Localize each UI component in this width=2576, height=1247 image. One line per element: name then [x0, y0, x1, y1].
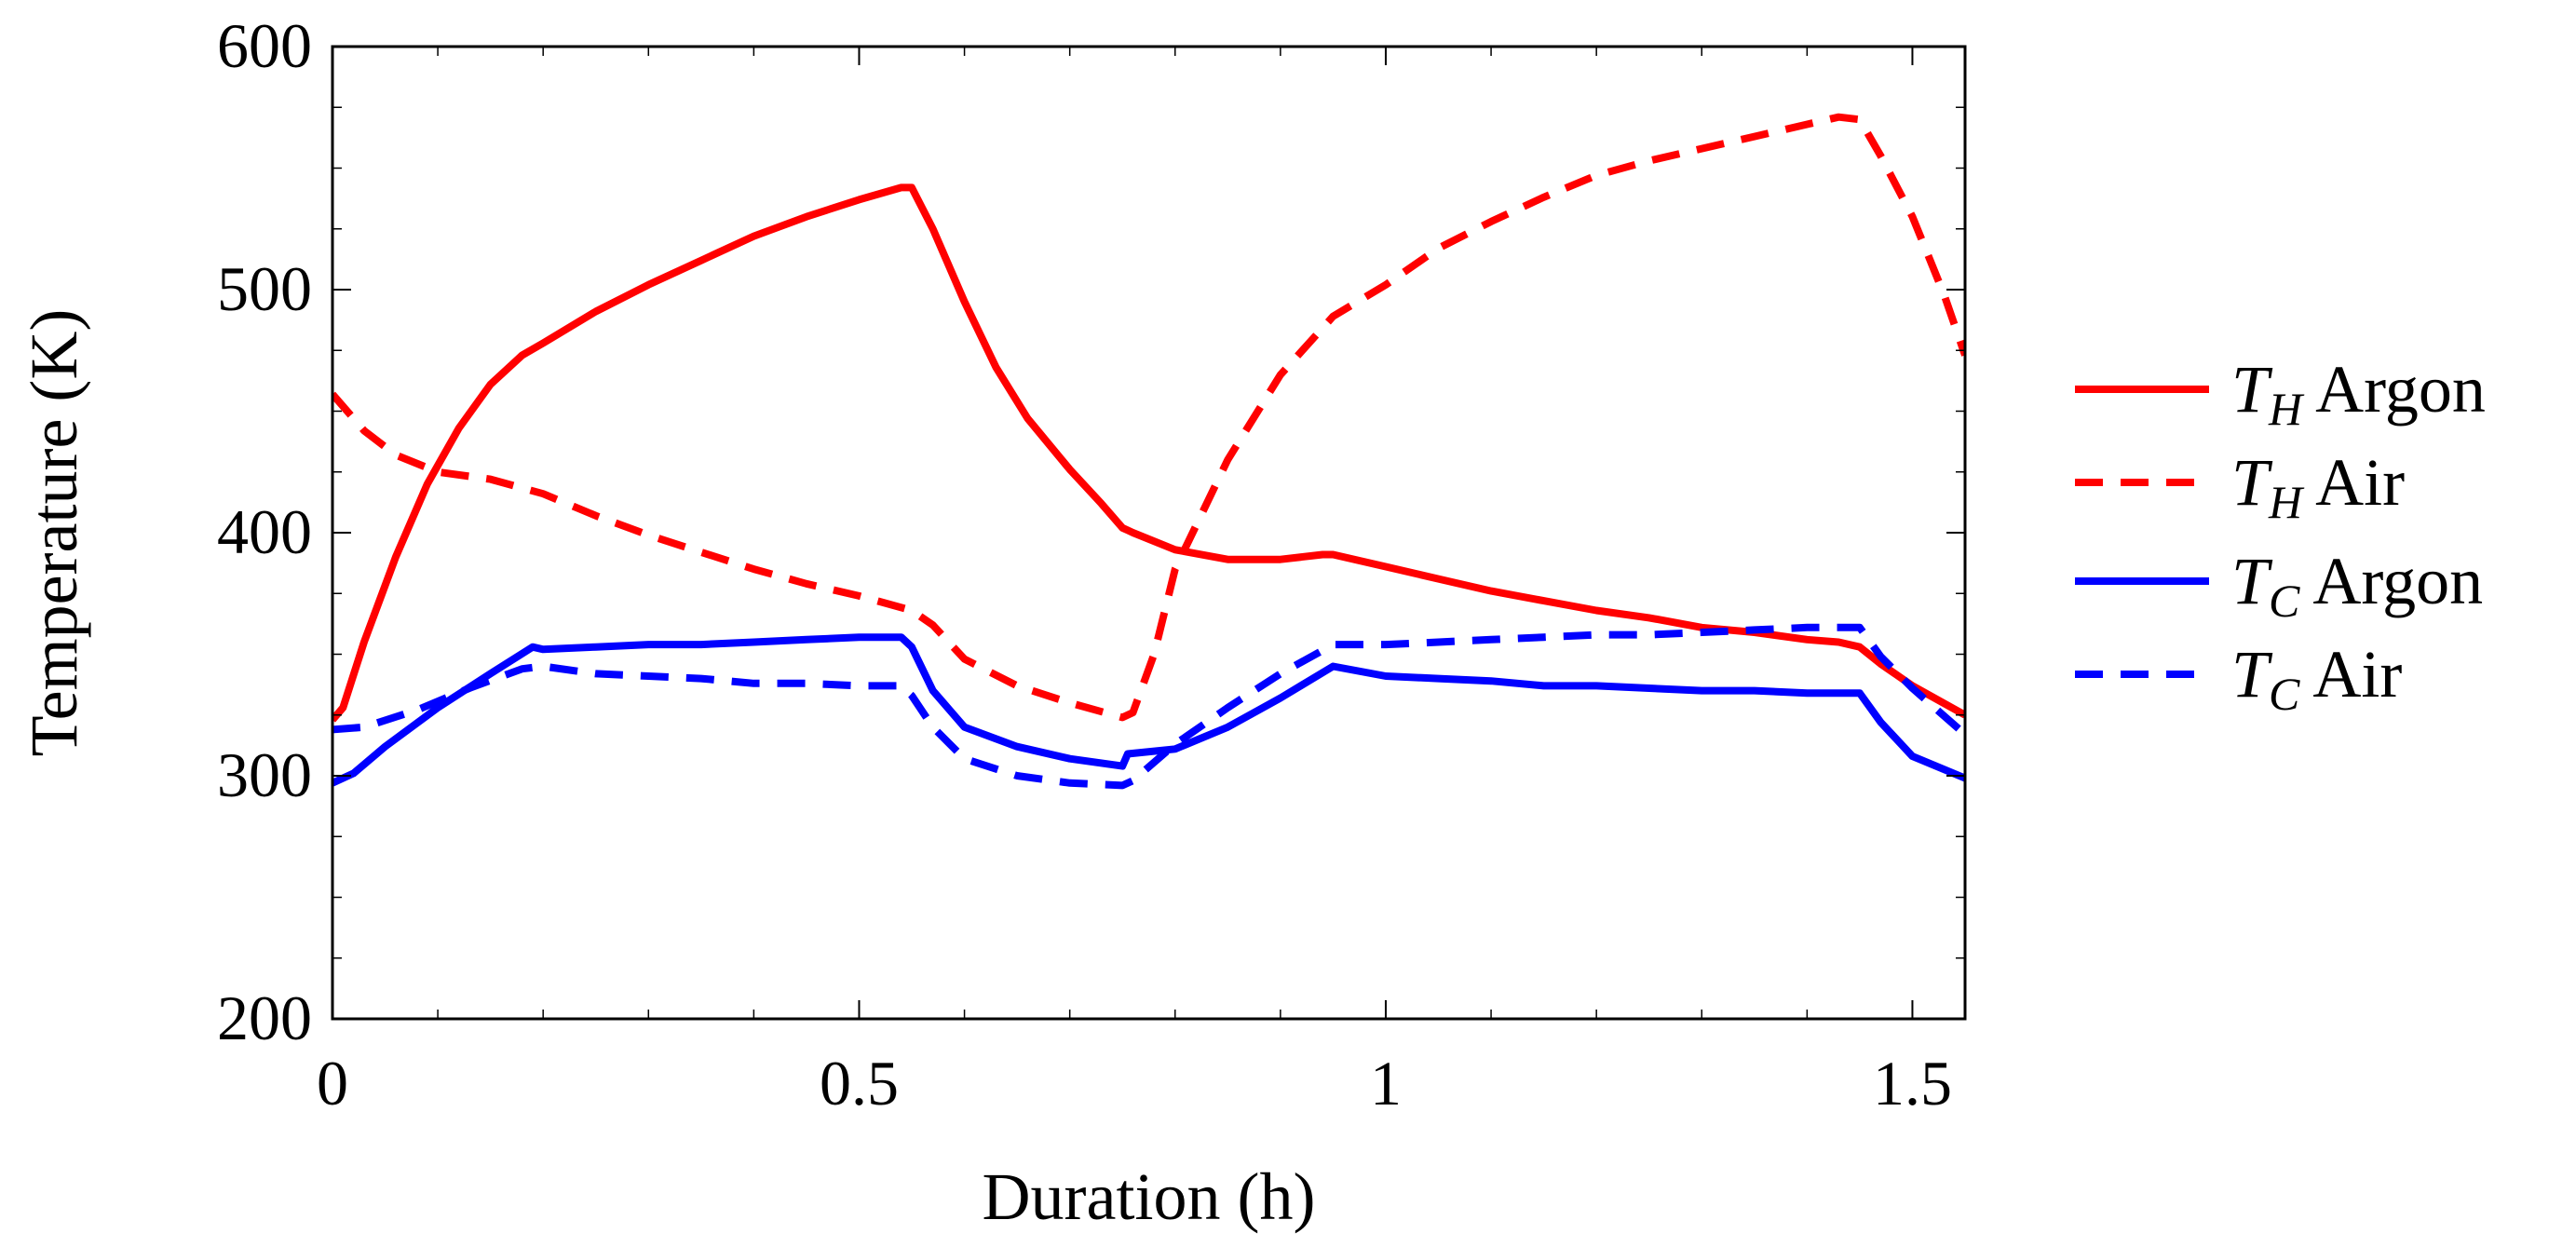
legend-subscript: C: [2269, 668, 2300, 720]
x-tick-label: 1.5: [1873, 1048, 1952, 1118]
y-tick-label: 200: [217, 983, 312, 1053]
legend-series-text: Air: [2299, 637, 2402, 712]
y-tick-label: 500: [217, 253, 312, 324]
legend-series-text: Air: [2302, 445, 2405, 520]
legend-symbol: T: [2231, 544, 2273, 618]
legend-symbol: T: [2231, 352, 2273, 427]
legend-subscript: H: [2268, 476, 2305, 528]
legend-symbol: T: [2231, 637, 2273, 712]
series-line-3: [332, 633, 1965, 787]
legend-subscript: H: [2268, 383, 2305, 435]
legend-series-text: Argon: [2299, 544, 2483, 618]
y-axis-title: Temperature (K): [17, 309, 91, 757]
x-tick-label: 0: [317, 1048, 348, 1118]
legend-subscript: C: [2269, 575, 2300, 627]
series-line-1: [332, 183, 1965, 723]
plot-frame: [331, 45, 1967, 1021]
y-tick-label: 600: [217, 10, 312, 81]
legend-label-2: TH Air: [2231, 445, 2405, 528]
series-layer: [332, 113, 1965, 790]
legend-label-4: TC Air: [2231, 637, 2402, 720]
x-tick-label: 1: [1370, 1048, 1402, 1118]
series-line-4: [332, 623, 1965, 790]
axes-layer: [331, 45, 1967, 1021]
legend-symbol: T: [2231, 445, 2273, 520]
y-tick-label: 400: [217, 496, 312, 567]
tick-label-layer: 200 300 400 500 600 0 0.5 1 1.5: [217, 10, 1952, 1118]
x-tick-label: 0.5: [820, 1048, 899, 1118]
legend-series-text: Argon: [2302, 352, 2486, 427]
series-line-2: [332, 113, 1965, 722]
x-axis-title: Duration (h): [983, 1159, 1316, 1234]
legend-label-3: TC Argon: [2231, 544, 2483, 627]
y-tick-label: 300: [217, 739, 312, 810]
legend-label-1: TH Argon: [2231, 352, 2486, 435]
